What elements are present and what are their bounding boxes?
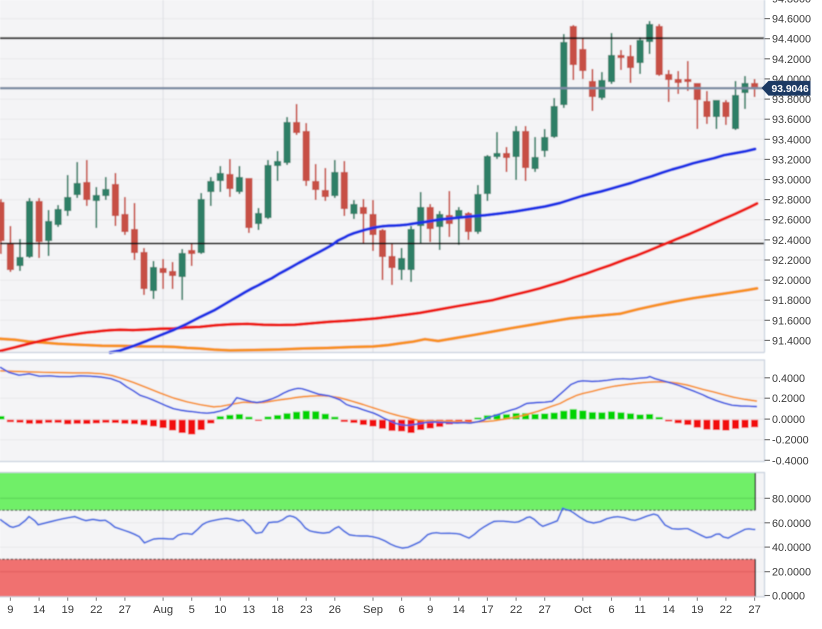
svg-text:91.6000: 91.6000 (772, 315, 811, 327)
svg-text:5: 5 (189, 604, 195, 616)
svg-text:92.6000: 92.6000 (772, 215, 811, 227)
svg-text:14: 14 (662, 604, 674, 616)
svg-text:92.4000: 92.4000 (772, 235, 811, 247)
svg-text:93.4000: 93.4000 (772, 134, 811, 146)
svg-text:18: 18 (271, 604, 283, 616)
svg-text:9: 9 (7, 604, 13, 616)
svg-text:10: 10 (214, 604, 226, 616)
svg-text:Sep: Sep (363, 604, 383, 616)
svg-text:94.6000: 94.6000 (772, 14, 811, 26)
svg-text:94.2000: 94.2000 (772, 54, 811, 66)
svg-text:93.2000: 93.2000 (772, 154, 811, 166)
svg-text:0.4000: 0.4000 (772, 373, 805, 385)
svg-text:60.0000: 60.0000 (772, 518, 811, 530)
svg-text:40.0000: 40.0000 (772, 542, 811, 554)
svg-text:11: 11 (634, 604, 646, 616)
svg-text:27: 27 (748, 604, 760, 616)
svg-text:14: 14 (453, 604, 465, 616)
svg-text:93.6000: 93.6000 (772, 114, 811, 126)
svg-text:92.8000: 92.8000 (772, 195, 811, 207)
svg-text:80.0000: 80.0000 (772, 493, 811, 505)
svg-text:22: 22 (510, 604, 522, 616)
svg-text:92.2000: 92.2000 (772, 255, 811, 267)
svg-text:27: 27 (119, 604, 131, 616)
svg-text:20.0000: 20.0000 (772, 567, 811, 579)
svg-text:92.0000: 92.0000 (772, 275, 811, 287)
svg-text:Aug: Aug (153, 604, 173, 616)
svg-text:0.2000: 0.2000 (772, 393, 805, 405)
svg-text:0.0000: 0.0000 (772, 591, 805, 603)
svg-text:22: 22 (90, 604, 102, 616)
svg-text:22: 22 (720, 604, 732, 616)
svg-text:17: 17 (481, 604, 493, 616)
svg-text:Oct: Oct (574, 604, 592, 616)
svg-text:93.9046: 93.9046 (772, 84, 809, 95)
svg-text:-0.4000: -0.4000 (772, 455, 809, 467)
svg-text:0.0000: 0.0000 (772, 414, 805, 426)
svg-text:91.4000: 91.4000 (772, 335, 811, 347)
svg-text:6: 6 (608, 604, 614, 616)
svg-text:-0.2000: -0.2000 (772, 435, 809, 447)
svg-text:13: 13 (243, 604, 255, 616)
svg-text:27: 27 (538, 604, 550, 616)
svg-text:14: 14 (33, 604, 45, 616)
svg-text:94.4000: 94.4000 (772, 34, 811, 46)
svg-text:6: 6 (398, 604, 404, 616)
svg-text:91.8000: 91.8000 (772, 295, 811, 307)
svg-text:94.8000: 94.8000 (772, 0, 811, 6)
svg-text:26: 26 (329, 604, 341, 616)
svg-text:23: 23 (300, 604, 312, 616)
svg-text:93.0000: 93.0000 (772, 175, 811, 187)
svg-text:19: 19 (61, 604, 73, 616)
svg-text:9: 9 (427, 604, 433, 616)
svg-text:93.8000: 93.8000 (772, 94, 811, 106)
svg-text:19: 19 (691, 604, 703, 616)
